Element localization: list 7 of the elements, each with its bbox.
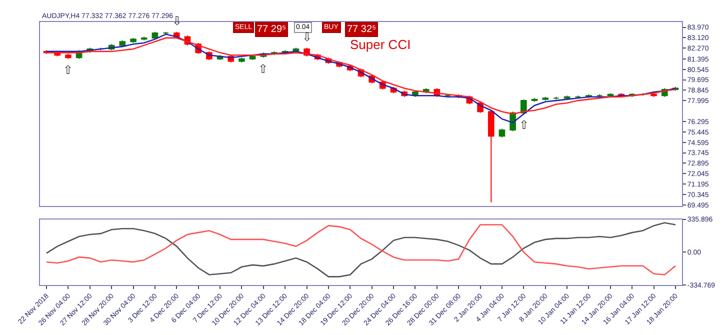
annotation: ⇧	[258, 62, 268, 76]
annotation: ⇧	[519, 118, 530, 132]
annotation: 77 29⁵	[257, 24, 286, 35]
annotation: ⇩	[302, 30, 312, 44]
text: Super CCI	[350, 37, 411, 52]
annotation: 77 32⁵	[347, 24, 376, 35]
annotation: ⇧	[63, 63, 74, 77]
